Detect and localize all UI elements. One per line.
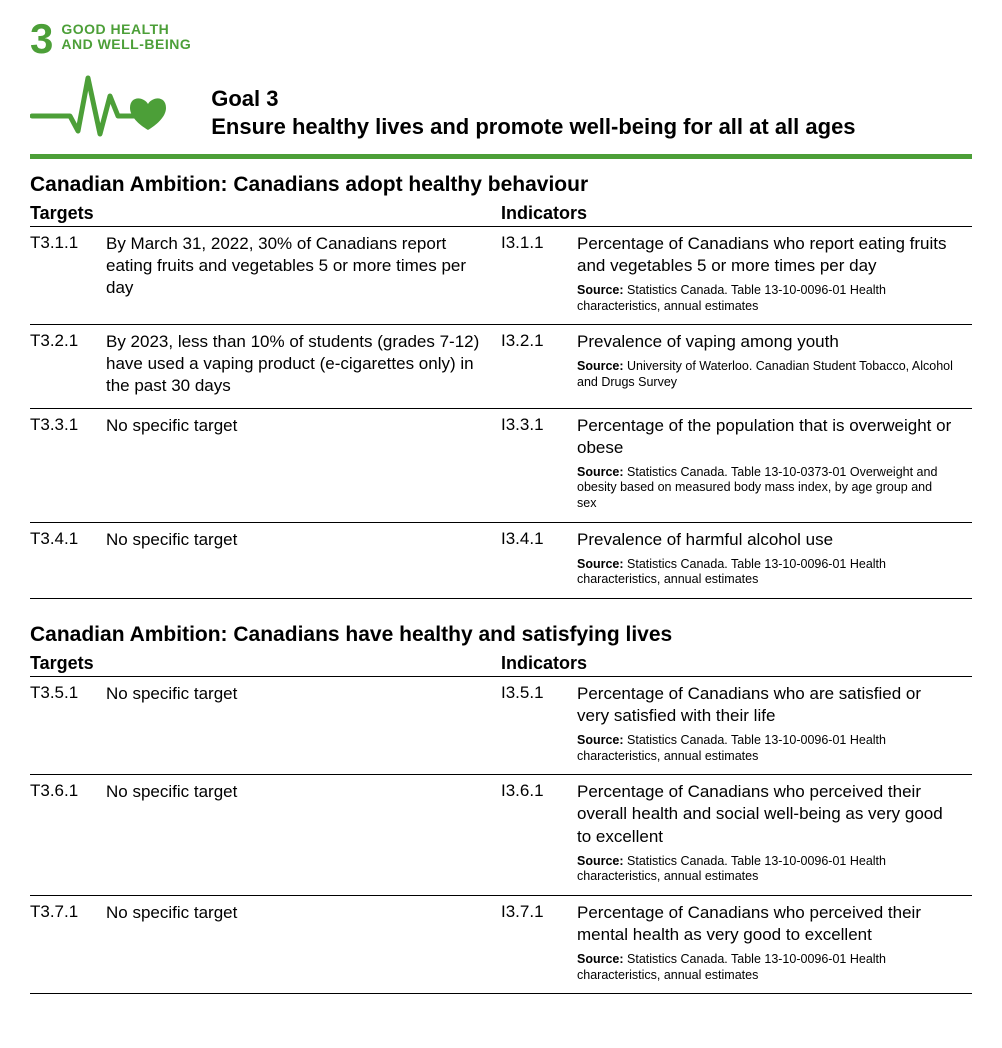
- target-cell: T3.2.1 By 2023, less than 10% of students…: [30, 331, 501, 397]
- ambition-title: Canadian Ambition: Canadians have health…: [30, 623, 972, 647]
- indicator-code: I3.3.1: [501, 415, 561, 512]
- health-heartbeat-icon: [30, 66, 170, 146]
- target-text: No specific target: [106, 529, 483, 551]
- target-code: T3.3.1: [30, 415, 90, 512]
- indicator-code: I3.4.1: [501, 529, 561, 588]
- target-text: By March 31, 2022, 30% of Canadians repo…: [106, 233, 483, 299]
- table-row: T3.5.1 No specific target I3.5.1 Percentage…: [30, 677, 972, 775]
- source-label: Source:: [577, 283, 624, 297]
- indicator-source: Source: Statistics Canada. Table 13-10-0…: [577, 733, 954, 764]
- header: 3 GOOD HEALTH AND WELL-BEING Goal 3 Ensu…: [30, 20, 972, 146]
- indicator-code: I3.5.1: [501, 683, 561, 764]
- indicator-cell: I3.2.1 Prevalence of vaping among youth So…: [501, 331, 972, 397]
- sdg-icon-block: 3 GOOD HEALTH AND WELL-BEING: [30, 20, 191, 146]
- indicator-text: Prevalence of harmful alcohol use: [577, 529, 954, 551]
- target-code: T3.6.1: [30, 781, 90, 885]
- targets-header: Targets: [30, 203, 501, 226]
- sdg-label-line2: AND WELL-BEING: [61, 36, 191, 52]
- targets-header: Targets: [30, 653, 501, 676]
- target-cell: T3.6.1 No specific target: [30, 781, 501, 885]
- indicator-source: Source: Statistics Canada. Table 13-10-0…: [577, 557, 954, 588]
- indicator-source: Source: Statistics Canada. Table 13-10-0…: [577, 854, 954, 885]
- target-cell: T3.4.1 No specific target: [30, 529, 501, 588]
- target-code: T3.5.1: [30, 683, 90, 764]
- sdg-label: GOOD HEALTH AND WELL-BEING: [61, 22, 191, 53]
- indicator-source: Source: Statistics Canada. Table 13-10-0…: [577, 283, 954, 314]
- source-label: Source:: [577, 465, 624, 479]
- sdg-top: 3 GOOD HEALTH AND WELL-BEING: [30, 20, 191, 58]
- target-cell: T3.7.1 No specific target: [30, 902, 501, 983]
- target-text: No specific target: [106, 781, 483, 803]
- goal-title: Goal 3: [211, 86, 972, 112]
- indicator-text: Percentage of Canadians who report eatin…: [577, 233, 954, 277]
- source-text: Statistics Canada. Table 13-10-0096-01 H…: [577, 952, 886, 982]
- indicator-cell: I3.6.1 Percentage of Canadians who percei…: [501, 781, 972, 885]
- source-label: Source:: [577, 733, 624, 747]
- indicators-header: Indicators: [501, 653, 972, 676]
- columns-header: TargetsIndicators: [30, 653, 972, 677]
- target-cell: T3.5.1 No specific target: [30, 683, 501, 764]
- table-row: T3.2.1 By 2023, less than 10% of students…: [30, 325, 972, 408]
- goal-subtitle: Ensure healthy lives and promote well-be…: [211, 114, 972, 140]
- sdg-label-line1: GOOD HEALTH: [61, 21, 169, 37]
- indicator-source: Source: Statistics Canada. Table 13-10-0…: [577, 952, 954, 983]
- source-text: Statistics Canada. Table 13-10-0373-01 O…: [577, 465, 937, 510]
- target-code: T3.1.1: [30, 233, 90, 314]
- target-text: No specific target: [106, 415, 483, 437]
- ambition-section: Canadian Ambition: Canadians have health…: [30, 623, 972, 994]
- columns-header: TargetsIndicators: [30, 203, 972, 227]
- goal-text-block: Goal 3 Ensure healthy lives and promote …: [211, 86, 972, 146]
- indicator-cell: I3.7.1 Percentage of Canadians who percei…: [501, 902, 972, 983]
- source-label: Source:: [577, 854, 624, 868]
- indicator-text: Prevalence of vaping among youth: [577, 331, 954, 353]
- target-code: T3.2.1: [30, 331, 90, 397]
- target-code: T3.7.1: [30, 902, 90, 983]
- indicator-cell: I3.4.1 Prevalence of harmful alcohol use S…: [501, 529, 972, 588]
- green-divider: [30, 154, 972, 159]
- table-row: T3.4.1 No specific target I3.4.1 Prevalence…: [30, 523, 972, 599]
- indicator-code: I3.2.1: [501, 331, 561, 397]
- indicator-text: Percentage of Canadians who perceived th…: [577, 781, 954, 847]
- target-cell: T3.1.1 By March 31, 2022, 30% of Canadian…: [30, 233, 501, 314]
- source-text: Statistics Canada. Table 13-10-0096-01 H…: [577, 733, 886, 763]
- target-cell: T3.3.1 No specific target: [30, 415, 501, 512]
- indicator-source: Source: Statistics Canada. Table 13-10-0…: [577, 465, 954, 512]
- source-label: Source:: [577, 952, 624, 966]
- table-row: T3.7.1 No specific target I3.7.1 Percentage…: [30, 896, 972, 994]
- ambition-section: Canadian Ambition: Canadians adopt healt…: [30, 173, 972, 599]
- indicator-code: I3.7.1: [501, 902, 561, 983]
- sdg-number: 3: [30, 20, 53, 58]
- indicator-cell: I3.5.1 Percentage of Canadians who are sa…: [501, 683, 972, 764]
- table-row: T3.3.1 No specific target I3.3.1 Percentage…: [30, 409, 972, 523]
- table-row: T3.6.1 No specific target I3.6.1 Percentage…: [30, 775, 972, 896]
- source-label: Source:: [577, 359, 624, 373]
- source-text: University of Waterloo. Canadian Student…: [577, 359, 953, 389]
- sections-container: Canadian Ambition: Canadians adopt healt…: [30, 173, 972, 995]
- indicators-header: Indicators: [501, 203, 972, 226]
- table-row: T3.1.1 By March 31, 2022, 30% of Canadian…: [30, 227, 972, 325]
- indicator-code: I3.1.1: [501, 233, 561, 314]
- indicator-code: I3.6.1: [501, 781, 561, 885]
- indicator-text: Percentage of Canadians who perceived th…: [577, 902, 954, 946]
- indicator-source: Source: University of Waterloo. Canadian…: [577, 359, 954, 390]
- ambition-title: Canadian Ambition: Canadians adopt healt…: [30, 173, 972, 197]
- source-text: Statistics Canada. Table 13-10-0096-01 H…: [577, 283, 886, 313]
- target-text: By 2023, less than 10% of students (grad…: [106, 331, 483, 397]
- indicator-cell: I3.1.1 Percentage of Canadians who report…: [501, 233, 972, 314]
- source-text: Statistics Canada. Table 13-10-0096-01 H…: [577, 557, 886, 587]
- source-label: Source:: [577, 557, 624, 571]
- indicator-text: Percentage of the population that is ove…: [577, 415, 954, 459]
- target-text: No specific target: [106, 683, 483, 705]
- target-text: No specific target: [106, 902, 483, 924]
- indicator-text: Percentage of Canadians who are satisfie…: [577, 683, 954, 727]
- target-code: T3.4.1: [30, 529, 90, 588]
- source-text: Statistics Canada. Table 13-10-0096-01 H…: [577, 854, 886, 884]
- indicator-cell: I3.3.1 Percentage of the population that …: [501, 415, 972, 512]
